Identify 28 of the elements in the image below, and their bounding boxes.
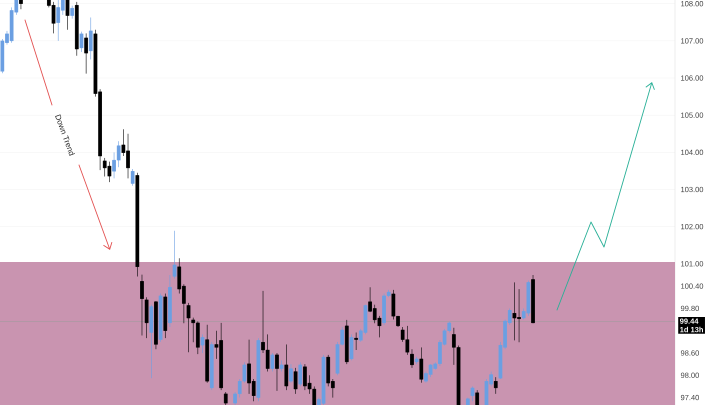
candlestick <box>350 334 354 361</box>
candlestick <box>298 362 302 387</box>
candlestick <box>294 368 298 394</box>
candlestick <box>200 334 204 354</box>
candlestick <box>80 31 84 52</box>
candlestick <box>144 296 149 338</box>
candlestick <box>172 230 176 279</box>
candlestick <box>66 0 70 30</box>
candlestick <box>410 348 414 368</box>
candlestick <box>284 344 288 390</box>
candlestick <box>186 302 190 353</box>
candlestick <box>275 352 279 392</box>
candlestick <box>289 364 293 384</box>
candlestick <box>19 0 23 10</box>
candlestick <box>224 392 228 405</box>
candlestick <box>84 33 88 74</box>
candlestick <box>419 347 424 384</box>
candlestick <box>88 17 93 60</box>
candlestick <box>70 5 74 19</box>
candlestick <box>280 360 284 372</box>
annotation: Down Trend <box>55 114 75 156</box>
candlestick <box>270 352 274 372</box>
candlestick <box>494 376 498 394</box>
candlestick <box>475 390 480 405</box>
candlestick <box>130 168 135 186</box>
candlestick <box>470 386 474 402</box>
candlestick <box>354 332 358 350</box>
candlestick <box>140 274 144 336</box>
